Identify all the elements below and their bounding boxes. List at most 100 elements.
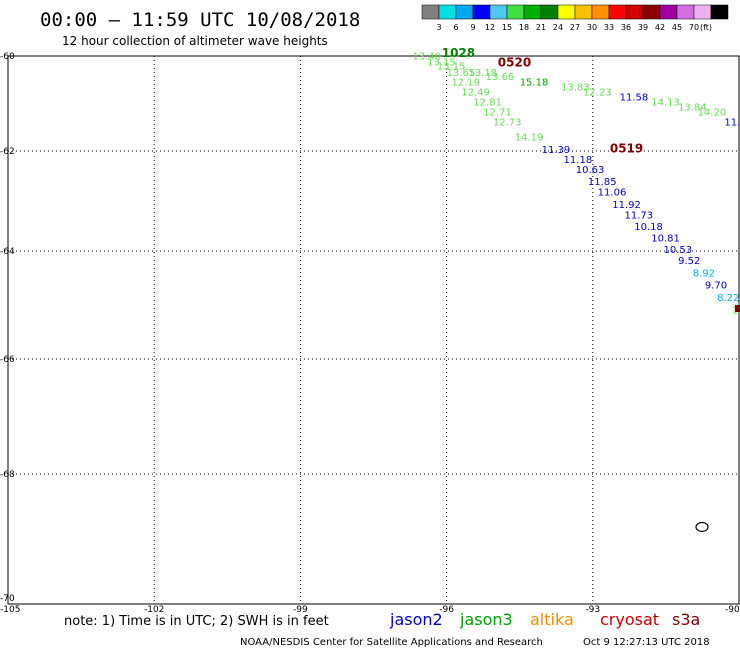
colorbar-swatch	[438, 4, 457, 20]
pass-time-label: 0520	[498, 56, 531, 70]
x-tick-label: -99	[293, 605, 308, 615]
y-tick-label: -70	[0, 594, 15, 604]
colorbar-tick-label: 33	[604, 23, 614, 32]
swh-value: 13.15	[437, 62, 466, 73]
colorbar-swatch	[642, 4, 661, 20]
colorbar-swatch	[710, 4, 729, 20]
colorbar-tick-label: 18	[519, 23, 529, 32]
colorbar-swatch	[455, 4, 474, 20]
swh-value: 12.19	[451, 78, 480, 89]
y-tick-label: -60	[0, 52, 15, 62]
swh-value: 14.13	[651, 98, 680, 109]
island-outline	[695, 521, 709, 533]
colorbar-swatch	[608, 4, 627, 20]
plot-border	[7, 55, 740, 605]
y-tick-label: -66	[0, 355, 15, 365]
legend-jason3: jason3	[459, 610, 513, 629]
pass-time-labels: 1028 0520 0519	[442, 46, 644, 155]
satellite-legend: jason2 jason3 altika cryosat s3a	[389, 610, 700, 629]
swh-value: 13.18	[469, 68, 498, 79]
chart-title: 00:00 – 11:59 UTC 10/08/2018	[40, 9, 360, 31]
credit-text: NOAA/NESDIS Center for Satellite Applica…	[240, 637, 543, 648]
colorbar-swatch	[506, 4, 525, 20]
swh-value: 12.73	[493, 118, 522, 129]
colorbar-tick-label: 27	[570, 23, 580, 32]
swh-value: 14.19	[515, 132, 544, 143]
footnote: note: 1) Time is in UTC; 2) SWH is in fe…	[64, 614, 329, 629]
pass-time-label: 0519	[610, 142, 643, 156]
swh-value: 13.83	[561, 82, 590, 93]
swh-value: 13.84	[678, 102, 707, 113]
colorbar-swatch	[574, 4, 593, 20]
colorbar-tick-label: 45	[672, 23, 682, 32]
colorbar-swatch	[540, 4, 559, 20]
timestamp-text: Oct 9 12:27:13 UTC 2018	[583, 637, 710, 648]
gridlines	[8, 56, 739, 604]
swh-value: 13.40	[412, 52, 441, 63]
swh-value: 10.53	[663, 245, 692, 256]
swh-value: 10.18	[634, 222, 663, 233]
swh-value: 11.60	[724, 118, 740, 129]
colorbar-tick-label: 12	[485, 23, 495, 32]
colorbar-swatch	[557, 4, 576, 20]
colorbar-tick-label: 24	[553, 23, 563, 32]
swh-value: 11.85	[588, 177, 617, 188]
colorbar-swatch	[489, 4, 508, 20]
legend-cryosat: cryosat	[600, 610, 659, 629]
x-tick-label: -102	[144, 605, 164, 615]
swh-value: 13.66	[486, 72, 515, 83]
swh-value: 11.58	[620, 92, 649, 103]
colorbar-swatch	[693, 4, 712, 20]
colorbar-tick-label: 15	[502, 23, 512, 32]
colorbar-swatch	[676, 4, 695, 20]
colorbar-swatch	[625, 4, 644, 20]
colorbar-swatch	[421, 4, 440, 20]
swh-value: 10.63	[576, 165, 605, 176]
x-tick-label: -93	[585, 605, 600, 615]
swh-value: 13.15	[427, 58, 456, 69]
chart-subtitle: 12 hour collection of altimeter wave hei…	[62, 34, 328, 48]
colorbar-tick-label: 3	[436, 23, 441, 32]
colorbar-unit: (ft)	[700, 23, 712, 32]
edge-marker	[735, 305, 740, 312]
map-frame: -102 -99 -96 -93 -60 -62 -64 -66 -68 -70 -105 -90	[0, 52, 740, 615]
swh-value: 12.23	[583, 88, 612, 99]
swh-value: 14.20	[698, 108, 727, 119]
colorbar-tick-label: 6	[453, 23, 458, 32]
swh-colorbar: 3 6 9 12 15 18 21 24 27 30 33 36 39 42 45 70	[421, 4, 729, 32]
colorbar-tick-label: 42	[655, 23, 665, 32]
legend-altika: altika	[530, 610, 574, 629]
swh-value: 8.92	[693, 269, 715, 280]
colorbar-tick-label: 70	[689, 23, 699, 32]
colorbar-swatch	[523, 4, 542, 20]
swh-value: 12.71	[483, 108, 512, 119]
legend-s3a: s3a	[672, 610, 700, 629]
colorbar-tick-label: 39	[638, 23, 648, 32]
swh-value: 9.52	[678, 256, 700, 267]
legend-jason2: jason2	[389, 610, 443, 629]
swh-value: 8.22	[717, 293, 739, 304]
corner-label-left: -105	[0, 605, 20, 615]
swh-value: 11.92	[612, 200, 641, 211]
colorbar-tick-label: 36	[621, 23, 631, 32]
swh-value: 11.18	[564, 155, 593, 166]
y-tick-label: -68	[0, 470, 15, 480]
swh-value: 11.06	[598, 188, 627, 199]
corner-label-right: -90	[725, 605, 740, 615]
swh-value: 10.81	[651, 234, 680, 245]
swh-value: 11.73	[624, 211, 653, 222]
axis-labels: -102 -99 -96 -93 -60 -62 -64 -66 -68 -70	[0, 52, 600, 615]
swh-value: 11.39	[542, 145, 571, 156]
swh-value: 15.18	[520, 78, 549, 89]
pass-time-label: 1028	[442, 46, 475, 60]
colorbar-tick-label: 30	[587, 23, 597, 32]
swh-value: 12.49	[461, 88, 490, 99]
colorbar-swatch	[591, 4, 610, 20]
y-tick-label: -64	[0, 247, 15, 257]
swh-value: 13.65	[447, 68, 476, 79]
swh-value: 9.70	[705, 280, 727, 291]
colorbar-tick-label: 9	[470, 23, 475, 32]
swh-value: 12.81	[473, 98, 502, 109]
